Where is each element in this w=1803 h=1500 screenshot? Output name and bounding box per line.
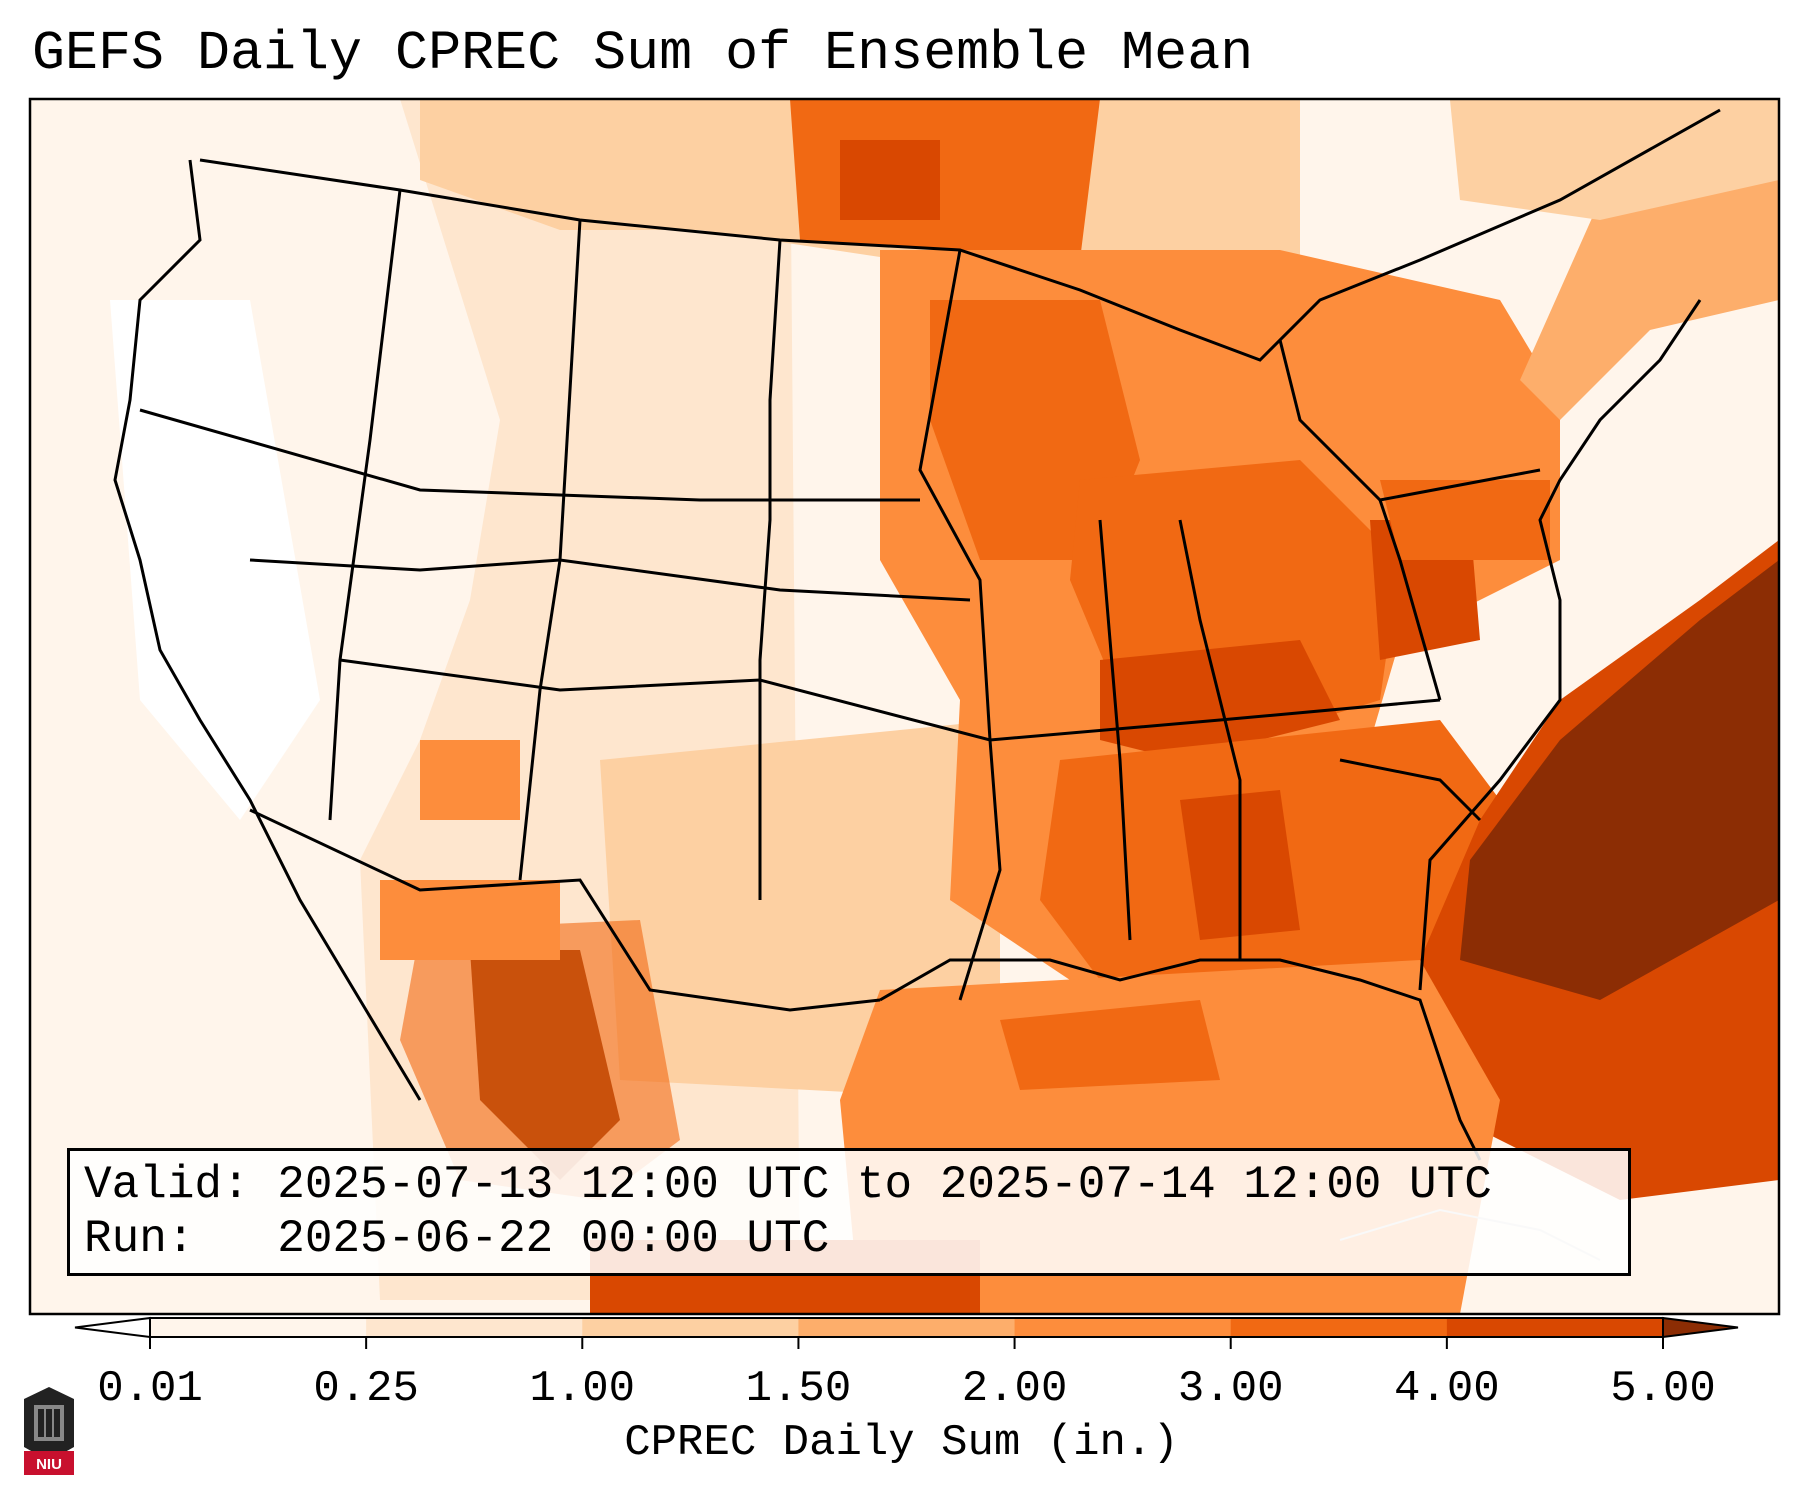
colorbar-segment	[1446, 1318, 1664, 1337]
colorbar-tick-label: 2.00	[962, 1364, 1068, 1414]
boundary-lines	[113, 108, 1721, 1161]
colorbar-segment	[366, 1318, 583, 1337]
colorbar-under-arrow	[74, 1316, 151, 1339]
colorbar-tick-label: 1.00	[529, 1364, 635, 1414]
info-box: Valid: 2025-07-13 12:00 UTC to 2025-07-1…	[67, 1148, 1631, 1276]
logo-text: NIU	[36, 1456, 62, 1473]
logo-red-band	[24, 1451, 74, 1475]
colorbar-tick-label: 5.00	[1610, 1364, 1716, 1414]
valid-time-text: Valid: 2025-07-13 12:00 UTC to 2025-07-1…	[84, 1159, 1492, 1211]
colorbar-segment	[150, 1318, 367, 1337]
run-time-text: Run: 2025-06-22 00:00 UTC	[84, 1213, 830, 1265]
niu-logo: NIU	[24, 1387, 74, 1475]
colorbar-segment	[582, 1318, 799, 1337]
colorbar-tick-label: 4.00	[1394, 1364, 1500, 1414]
colorbar-tick-label: 0.25	[313, 1364, 419, 1414]
colorbar-tick-label: 1.50	[746, 1364, 852, 1414]
colorbar-title: CPREC Daily Sum (in.)	[624, 1418, 1179, 1468]
colorbar-tick-label: 0.01	[97, 1364, 203, 1414]
colorbar-tick-label: 3.00	[1178, 1364, 1284, 1414]
colorbar-segment	[1230, 1318, 1448, 1337]
colorbar-segment	[798, 1318, 1016, 1337]
map-title: GEFS Daily CPREC Sum of Ensemble Mean	[32, 22, 1254, 85]
colorbar-outline	[149, 1317, 1664, 1338]
colorbar-segment	[1014, 1318, 1232, 1337]
map-frame	[28, 97, 1781, 1316]
colorbar-over-arrow	[1662, 1316, 1739, 1339]
